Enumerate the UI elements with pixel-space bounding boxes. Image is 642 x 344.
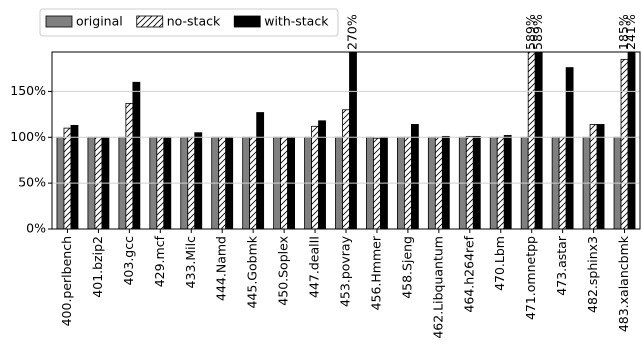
x-tick-label: 445.Gobmk <box>245 235 260 308</box>
x-tick-label: 433.Milc <box>183 236 198 289</box>
bar <box>194 132 203 230</box>
legend-frame <box>39 8 339 37</box>
legend-swatch <box>45 15 73 28</box>
y-tick-label: 50% <box>18 175 46 190</box>
bar <box>70 124 79 230</box>
x-tick-label: 458.Sjeng <box>399 236 414 299</box>
x-tick-label: 444.Namd <box>214 236 229 301</box>
x-tick-label: 429.mcf <box>152 235 167 287</box>
value-label: 241% <box>623 14 638 50</box>
legend-swatch <box>136 15 164 28</box>
x-tick-label: 470.Lbm <box>492 236 507 291</box>
value-label: 270% <box>345 14 360 50</box>
x-tick-label: 473.astar <box>554 235 569 296</box>
x-tick-label: 462.Libquantum <box>430 236 445 339</box>
x-tick-label: 453.povray <box>338 235 353 307</box>
bar <box>311 125 319 230</box>
y-tick-label: 150% <box>10 83 46 98</box>
x-tick-label: 483.xalancbmk <box>616 235 631 332</box>
x-tick-label: 401.bzip2 <box>90 236 105 298</box>
x-tick-label: 400.perlbench <box>59 236 74 326</box>
x-tick-label: 482.sphinx3 <box>585 236 600 313</box>
legend-label: with-stack <box>264 14 329 29</box>
bar <box>620 58 629 230</box>
legend-label: original <box>76 14 123 29</box>
x-tick-label: 450.Soplex <box>276 236 291 306</box>
bar <box>132 81 141 230</box>
plot-frame <box>51 51 641 230</box>
x-tick-label: 456.Hmmer <box>368 235 383 310</box>
x-tick-label: 403.gcc <box>121 236 136 286</box>
value-label: 185% <box>616 14 631 50</box>
legend-swatch <box>233 15 261 28</box>
bar <box>342 109 350 230</box>
bar <box>596 124 605 230</box>
x-tick-label: 464.h264ref <box>461 235 476 312</box>
legend-label: no-stack <box>167 14 221 29</box>
bar <box>410 124 419 230</box>
x-tick-label: 471.omnetpp <box>523 236 538 320</box>
bar <box>256 112 265 230</box>
y-tick-label: 100% <box>10 129 46 144</box>
value-label: 589% <box>530 14 545 50</box>
bar <box>589 124 598 230</box>
x-tick-label: 447.dealII <box>307 236 322 298</box>
value-label: 589% <box>523 14 538 50</box>
bar <box>125 102 134 230</box>
bar <box>63 127 72 230</box>
bar <box>503 135 512 230</box>
y-tick-label: 0% <box>26 221 46 236</box>
